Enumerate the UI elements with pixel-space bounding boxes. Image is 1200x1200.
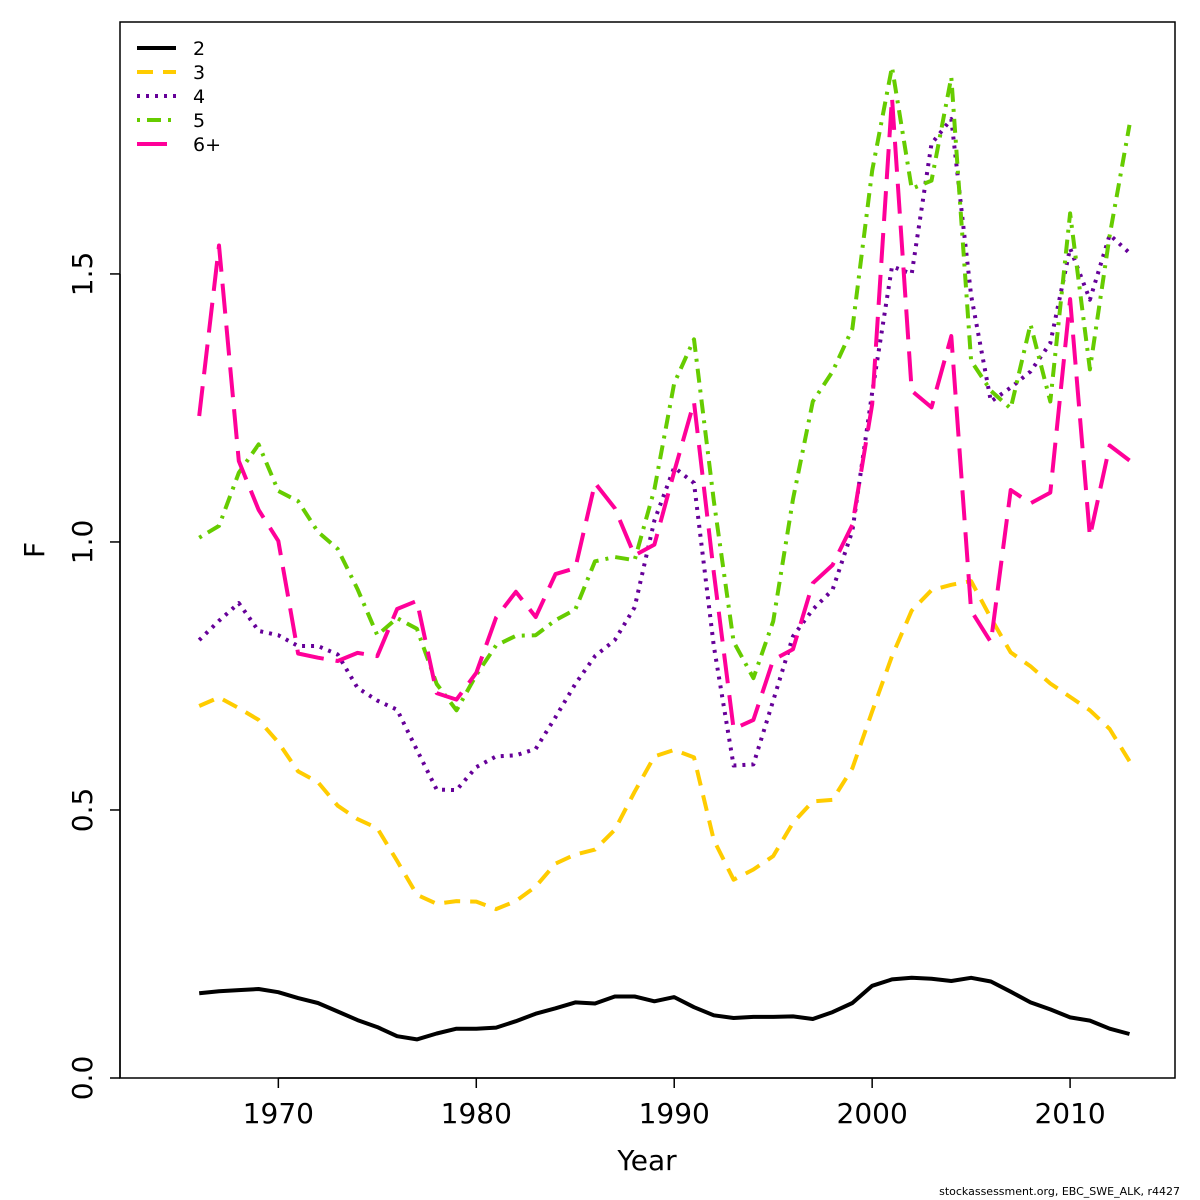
x-tick-label: 2010 xyxy=(1034,1097,1105,1130)
x-tick-label: 1990 xyxy=(639,1097,710,1130)
x-axis-label: Year xyxy=(616,1144,677,1177)
y-tick-label: 1.0 xyxy=(66,520,99,565)
legend-item: 3 xyxy=(137,62,205,84)
x-tick-label: 2000 xyxy=(837,1097,908,1130)
legend-item: 2 xyxy=(137,38,205,60)
x-tick-label: 1980 xyxy=(441,1097,512,1130)
y-axis-label: F xyxy=(18,542,51,558)
series-line-2 xyxy=(198,975,1131,1042)
series-line-6plus xyxy=(197,95,1131,731)
legend-label: 3 xyxy=(193,62,205,84)
legend-label: 2 xyxy=(193,38,205,60)
y-axis: 0.0 0.5 1.0 1.5 xyxy=(66,252,121,1101)
legend-label: 4 xyxy=(193,86,205,108)
y-tick-label: 0.0 xyxy=(66,1056,99,1101)
series-line-5 xyxy=(198,65,1132,713)
y-tick-label: 0.5 xyxy=(66,788,99,833)
legend-item: 5 xyxy=(137,110,205,132)
x-tick-label: 1970 xyxy=(243,1097,314,1130)
legend-item: 6+ xyxy=(137,134,221,156)
y-tick-label: 1.5 xyxy=(66,252,99,297)
credit-text: stockassessment.org, EBC_SWE_ALK, r4427 xyxy=(939,1185,1180,1198)
legend-label: 6+ xyxy=(193,134,221,156)
legend-label: 5 xyxy=(193,110,205,132)
series-line-3 xyxy=(198,579,1132,912)
series-lines xyxy=(197,65,1132,1042)
legend-item: 4 xyxy=(137,86,205,108)
x-axis: 1970 1980 1990 2000 2010 xyxy=(243,1077,1106,1130)
